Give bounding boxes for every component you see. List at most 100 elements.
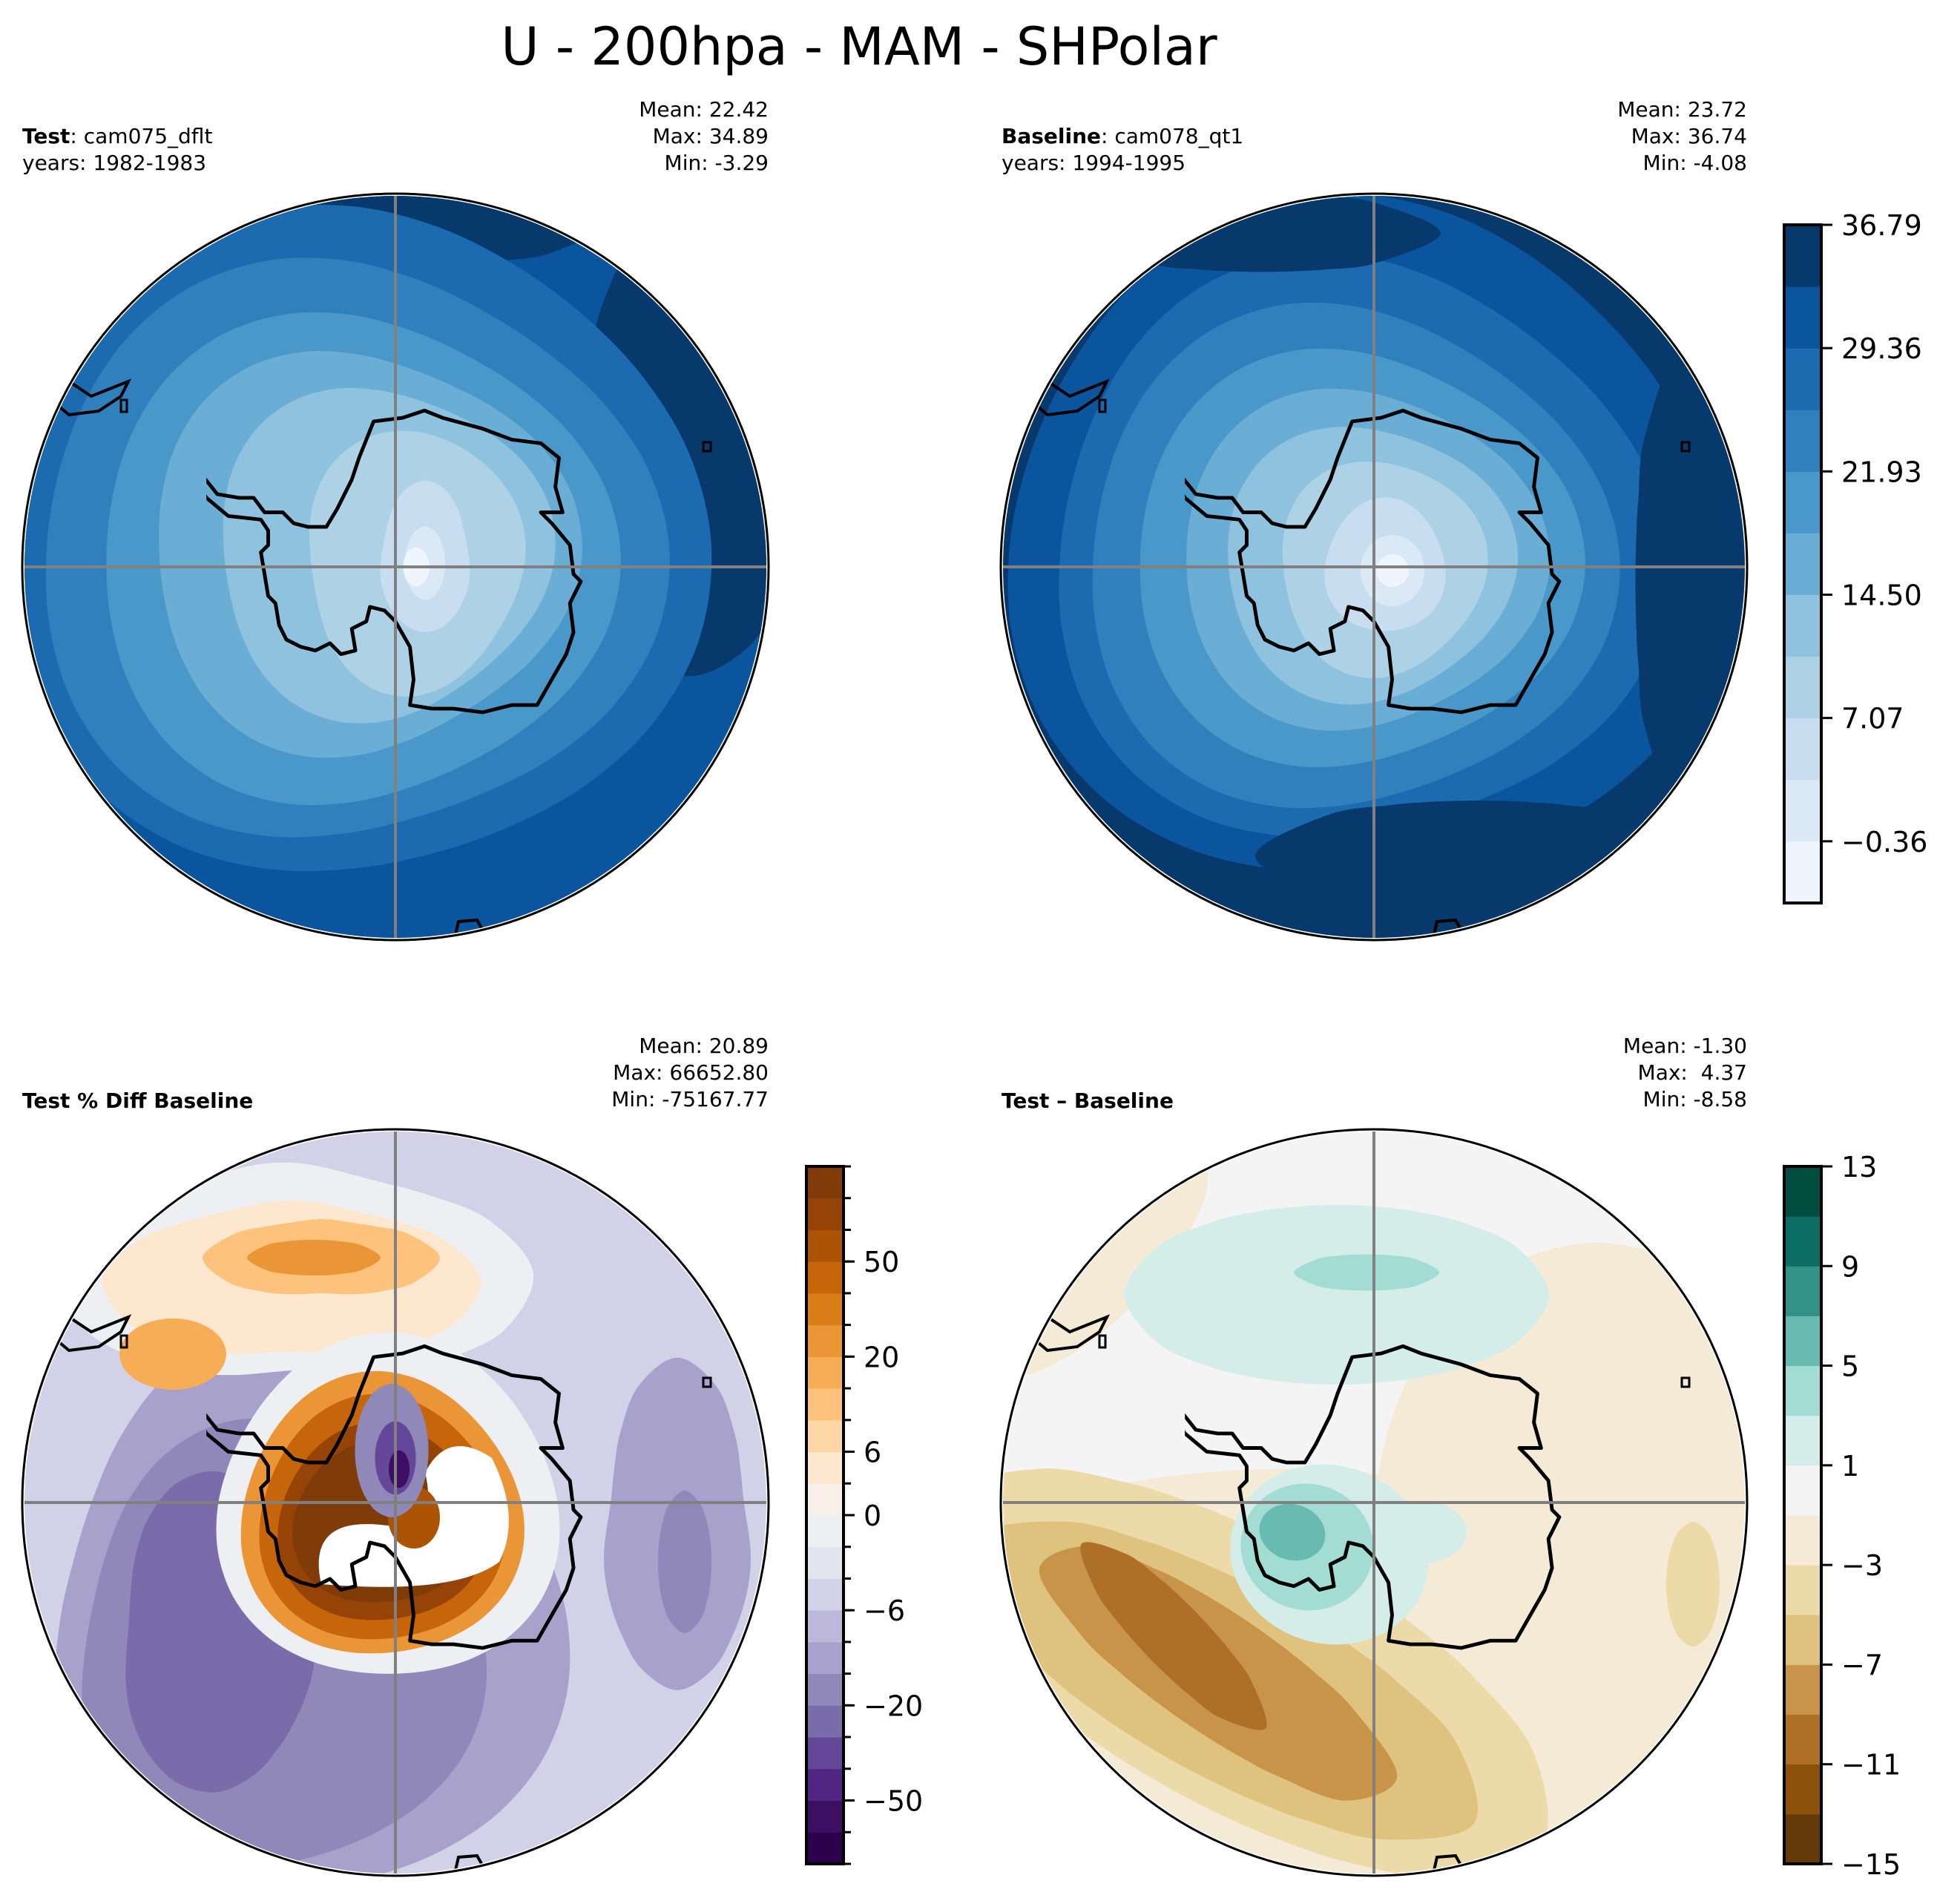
colorbar-tick-label: −50 — [864, 1785, 923, 1818]
colorbar-bin — [1784, 1664, 1821, 1715]
coastline-island — [702, 441, 712, 453]
contour-level-9 — [1294, 1254, 1439, 1291]
coastline-island — [1680, 1376, 1691, 1388]
colorbar-tick-label: 13 — [1841, 1151, 1877, 1183]
colorbar-bin — [1784, 1615, 1821, 1665]
colorbar-bin — [806, 1261, 843, 1294]
panel-pctdiff-stats: Mean: 20.89 Max: 66652.80 Min: -75167.77 — [611, 1033, 769, 1113]
colorbar-bin — [1784, 1565, 1821, 1615]
colorbar-tick-label: 14.50 — [1841, 579, 1922, 611]
coastline-island — [119, 1334, 128, 1349]
colorbar-bin — [806, 1324, 843, 1357]
coastline-island — [1098, 1334, 1107, 1349]
panel-baseline-header: Baseline: cam078_qt1 years: 1994-1995 — [1002, 123, 1243, 177]
panel-pctdiff-header: Test % Diff Baseline — [22, 1088, 253, 1114]
colorbar-bin — [806, 1768, 843, 1802]
colorbar-bin — [1784, 1266, 1821, 1316]
contour-level-10 — [1635, 337, 1736, 827]
colorbar-bin — [806, 1356, 843, 1389]
colorbar-bin — [1784, 533, 1821, 596]
colorbar-tick-label: −11 — [1841, 1749, 1901, 1782]
contour-level-10 — [1255, 801, 1700, 912]
colorbar-tick-label: 0 — [864, 1500, 881, 1532]
contour-level-2 — [1080, 1542, 1267, 1730]
stat-max: Max: 36.74 — [1631, 124, 1747, 148]
colorbar-bin — [806, 1800, 843, 1833]
colorbar-bin — [806, 1610, 843, 1643]
map-border — [999, 1128, 1749, 1877]
colorbar-tick-label: −0.36 — [1841, 826, 1927, 858]
panel-baseline-label: Baseline — [1002, 124, 1102, 148]
colorbar-bin — [1784, 656, 1821, 719]
contour-level-8 — [1378, 1501, 1467, 1563]
coastline-island — [1098, 398, 1107, 413]
map-diff — [1003, 1132, 1745, 1874]
colorbar-bin — [806, 1198, 843, 1230]
panel-test-case: : cam075_dflt — [70, 124, 213, 148]
colorbar-tick-label: −7 — [1841, 1649, 1883, 1681]
panel-test-stats: Mean: 22.42 Max: 34.89 Min: -3.29 — [639, 96, 769, 177]
panel-baseline-stats: Mean: 23.72 Max: 36.74 Min: -4.08 — [1617, 96, 1747, 177]
colorbar-bin — [806, 1293, 843, 1326]
panel-baseline-case: : cam078_qt1 — [1101, 124, 1244, 148]
colorbar-frame — [1783, 223, 1823, 904]
stat-mean: Mean: -1.30 — [1622, 1034, 1747, 1058]
stat-min: Min: -3.29 — [664, 151, 769, 175]
colorbar-tick-label: −3 — [1841, 1549, 1883, 1582]
stat-max: Max: 34.89 — [652, 124, 769, 148]
panel-diff-label: Test – Baseline — [1002, 1088, 1174, 1113]
panel-diff-header: Test – Baseline — [1002, 1088, 1174, 1114]
colorbar-bin — [806, 1641, 843, 1675]
colorbar-tick-label: 36.79 — [1841, 209, 1922, 242]
colorbar-bin — [1784, 1365, 1821, 1416]
colorbar-bin — [1784, 1813, 1821, 1865]
contour-level-10 — [1259, 1503, 1326, 1561]
map-border — [21, 192, 770, 942]
stat-min: Min: -8.58 — [1642, 1087, 1747, 1111]
coastline-island — [702, 1376, 712, 1388]
contour-level-8 — [1125, 1205, 1549, 1385]
contour-level-5 — [658, 1491, 711, 1633]
colorbar-tick-label: 20 — [864, 1341, 899, 1373]
colorbar-bin — [1784, 1316, 1821, 1367]
map-test — [24, 196, 766, 938]
panel-pctdiff-label: Test % Diff Baseline — [22, 1088, 254, 1113]
colorbar-tick-label: 1 — [1841, 1450, 1859, 1482]
colorbar-bin — [1784, 225, 1821, 287]
colorbar-bin — [1784, 348, 1821, 410]
stat-min: Min: -75167.77 — [611, 1087, 769, 1111]
colorbar-bin — [806, 1546, 843, 1579]
colorbar-bin — [1784, 779, 1821, 842]
coastline-island — [1680, 441, 1691, 453]
contour-level-1 — [389, 1450, 410, 1488]
colorbar-bin — [1784, 1415, 1821, 1466]
colorbar-bin — [1784, 718, 1821, 781]
colorbar-frame — [1783, 1165, 1823, 1865]
colorbar-bin — [1784, 410, 1821, 472]
colorbar-bin — [806, 1483, 843, 1516]
colorbar-bin — [1784, 594, 1821, 657]
colorbar-tick-label: 7.07 — [1841, 703, 1904, 735]
colorbar-bin — [806, 1705, 843, 1738]
panel-test-years: years: 1982-1983 — [22, 151, 207, 175]
colorbar-tick-label: −20 — [864, 1690, 923, 1722]
colorbar-baseline: 36.79 29.36 21.93 14.50 7.07 −0.36 — [1783, 209, 1927, 904]
colorbar-bin — [806, 1419, 843, 1453]
panel-baseline-years: years: 1994-1995 — [1002, 151, 1186, 175]
colorbar-bin — [806, 1515, 843, 1548]
colorbar-bin — [806, 1229, 843, 1262]
contour-level-16 — [247, 1240, 381, 1275]
colorbar-bin — [806, 1673, 843, 1706]
colorbar-tick-label: 21.93 — [1841, 456, 1922, 488]
contour-level-5 — [1666, 1522, 1720, 1646]
figure-title: U - 200hpa - MAM - SHPolar — [501, 16, 1217, 77]
colorbar-bin — [1784, 1166, 1821, 1217]
coastline-island — [119, 398, 128, 413]
stat-mean: Mean: 22.42 — [639, 97, 769, 122]
stat-max: Max: 66652.80 — [613, 1060, 769, 1085]
stat-max: Max: 4.37 — [1637, 1060, 1747, 1085]
colorbar-bin — [806, 1451, 843, 1484]
panel-test-header: Test: cam075_dflt years: 1982-1983 — [22, 123, 212, 177]
panel-diff-stats: Mean: -1.30 Max: 4.37 Min: -8.58 — [1623, 1033, 1747, 1113]
